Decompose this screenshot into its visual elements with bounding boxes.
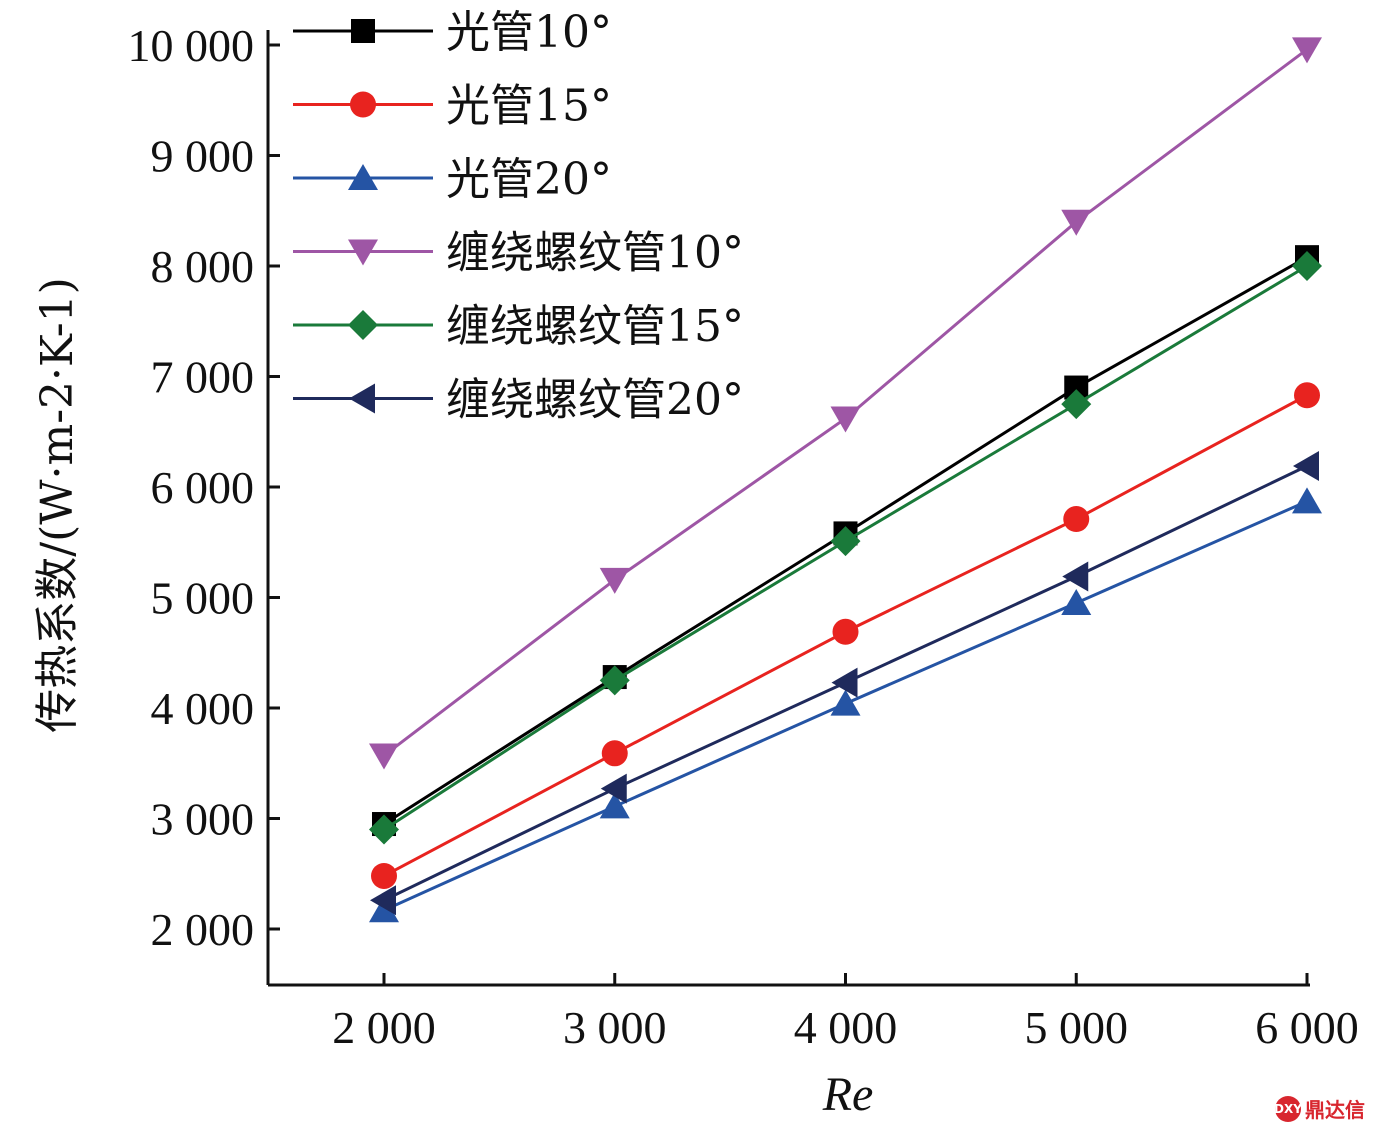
legend-item: 缠绕螺纹管20°: [293, 375, 744, 426]
data-point: [1061, 209, 1092, 236]
legend-marker: [351, 19, 375, 43]
axes: [266, 30, 1310, 987]
legend-item: 缠绕螺纹管15°: [293, 301, 744, 352]
data-point: [830, 526, 861, 557]
legend-marker: [349, 383, 375, 414]
x-tick-label: 5 000: [1025, 1002, 1129, 1053]
series-4: [369, 37, 1322, 770]
data-point: [1062, 561, 1089, 592]
y-ticks: 2 000 3 000 4 000 5 000 6 000 7 000 8 000 9 000…: [128, 20, 280, 955]
x-axis-title: Re: [822, 1068, 874, 1121]
data-point: [371, 862, 397, 889]
legend-marker: [348, 239, 378, 266]
data-point: [1292, 37, 1322, 64]
data-point: [1292, 487, 1322, 514]
y-axis-title: 传热系数/(W·m-2·K-1): [32, 277, 83, 732]
watermark: DXY 鼎达信: [1274, 1094, 1365, 1123]
y-tick-label: 4 000: [151, 683, 255, 734]
data-point: [832, 618, 859, 645]
data-point: [1061, 589, 1092, 616]
data-point: [831, 667, 858, 698]
x-tick-label: 6 000: [1255, 1002, 1359, 1053]
series-2: [371, 382, 1320, 889]
series-3: [369, 487, 1322, 923]
data-point: [369, 814, 399, 845]
data-point: [830, 689, 861, 716]
data-point: [369, 896, 399, 923]
y-tick-label: 2 000: [151, 904, 255, 955]
x-tick-label: 2 000: [332, 1002, 436, 1053]
y-tick-label: 9 000: [151, 131, 255, 182]
y-tick-label: 8 000: [151, 241, 255, 292]
y-tick-label: 5 000: [151, 573, 255, 624]
legend-marker: [348, 164, 378, 190]
legend-label: 缠绕螺纹管10°: [446, 228, 744, 279]
legend-marker: [348, 310, 378, 340]
legend-label: 光管15°: [446, 81, 612, 132]
series-5: [369, 251, 1322, 845]
legend-label: 光管10°: [446, 7, 612, 58]
legend-item: 缠绕螺纹管10°: [293, 228, 744, 279]
data-point: [599, 792, 630, 819]
y-tick-label: 7 000: [151, 352, 255, 403]
watermark-logo-icon: DXY: [1274, 1095, 1302, 1122]
y-tick-label: 10 000: [128, 20, 255, 71]
legend: 光管10° 光管15° 光管20° 缠绕螺纹管10° 缠绕螺纹管15° 缠绕螺纹管20°: [293, 7, 744, 426]
data-point: [599, 665, 630, 696]
data-point: [1061, 389, 1092, 420]
x-tick-label: 4 000: [794, 1002, 898, 1053]
legend-item: 光管15°: [293, 81, 612, 132]
legend-item: 光管20°: [293, 154, 612, 205]
data-point: [1294, 382, 1320, 409]
x-ticks: 2 000 3 000 4 000 5 000 6 000: [332, 973, 1359, 1053]
x-tick-label: 3 000: [563, 1002, 667, 1053]
watermark-text: 鼎达信: [1305, 1098, 1365, 1122]
data-point: [600, 773, 627, 804]
data-point: [830, 406, 861, 433]
series-layer: [369, 37, 1322, 923]
data-point: [1292, 251, 1322, 281]
data-point: [370, 885, 396, 916]
data-point: [369, 743, 399, 770]
data-point: [1293, 451, 1319, 482]
data-point: [601, 740, 628, 767]
legend-label: 缠绕螺纹管20°: [446, 375, 744, 426]
data-point: [599, 567, 630, 594]
legend-item: 光管10°: [293, 7, 612, 58]
legend-label: 缠绕螺纹管15°: [446, 301, 744, 352]
y-tick-label: 3 000: [151, 794, 255, 845]
data-point: [1063, 506, 1090, 533]
legend-marker: [350, 91, 376, 118]
series-6: [370, 451, 1319, 916]
y-tick-label: 6 000: [151, 462, 255, 513]
legend-label: 光管20°: [446, 154, 612, 205]
